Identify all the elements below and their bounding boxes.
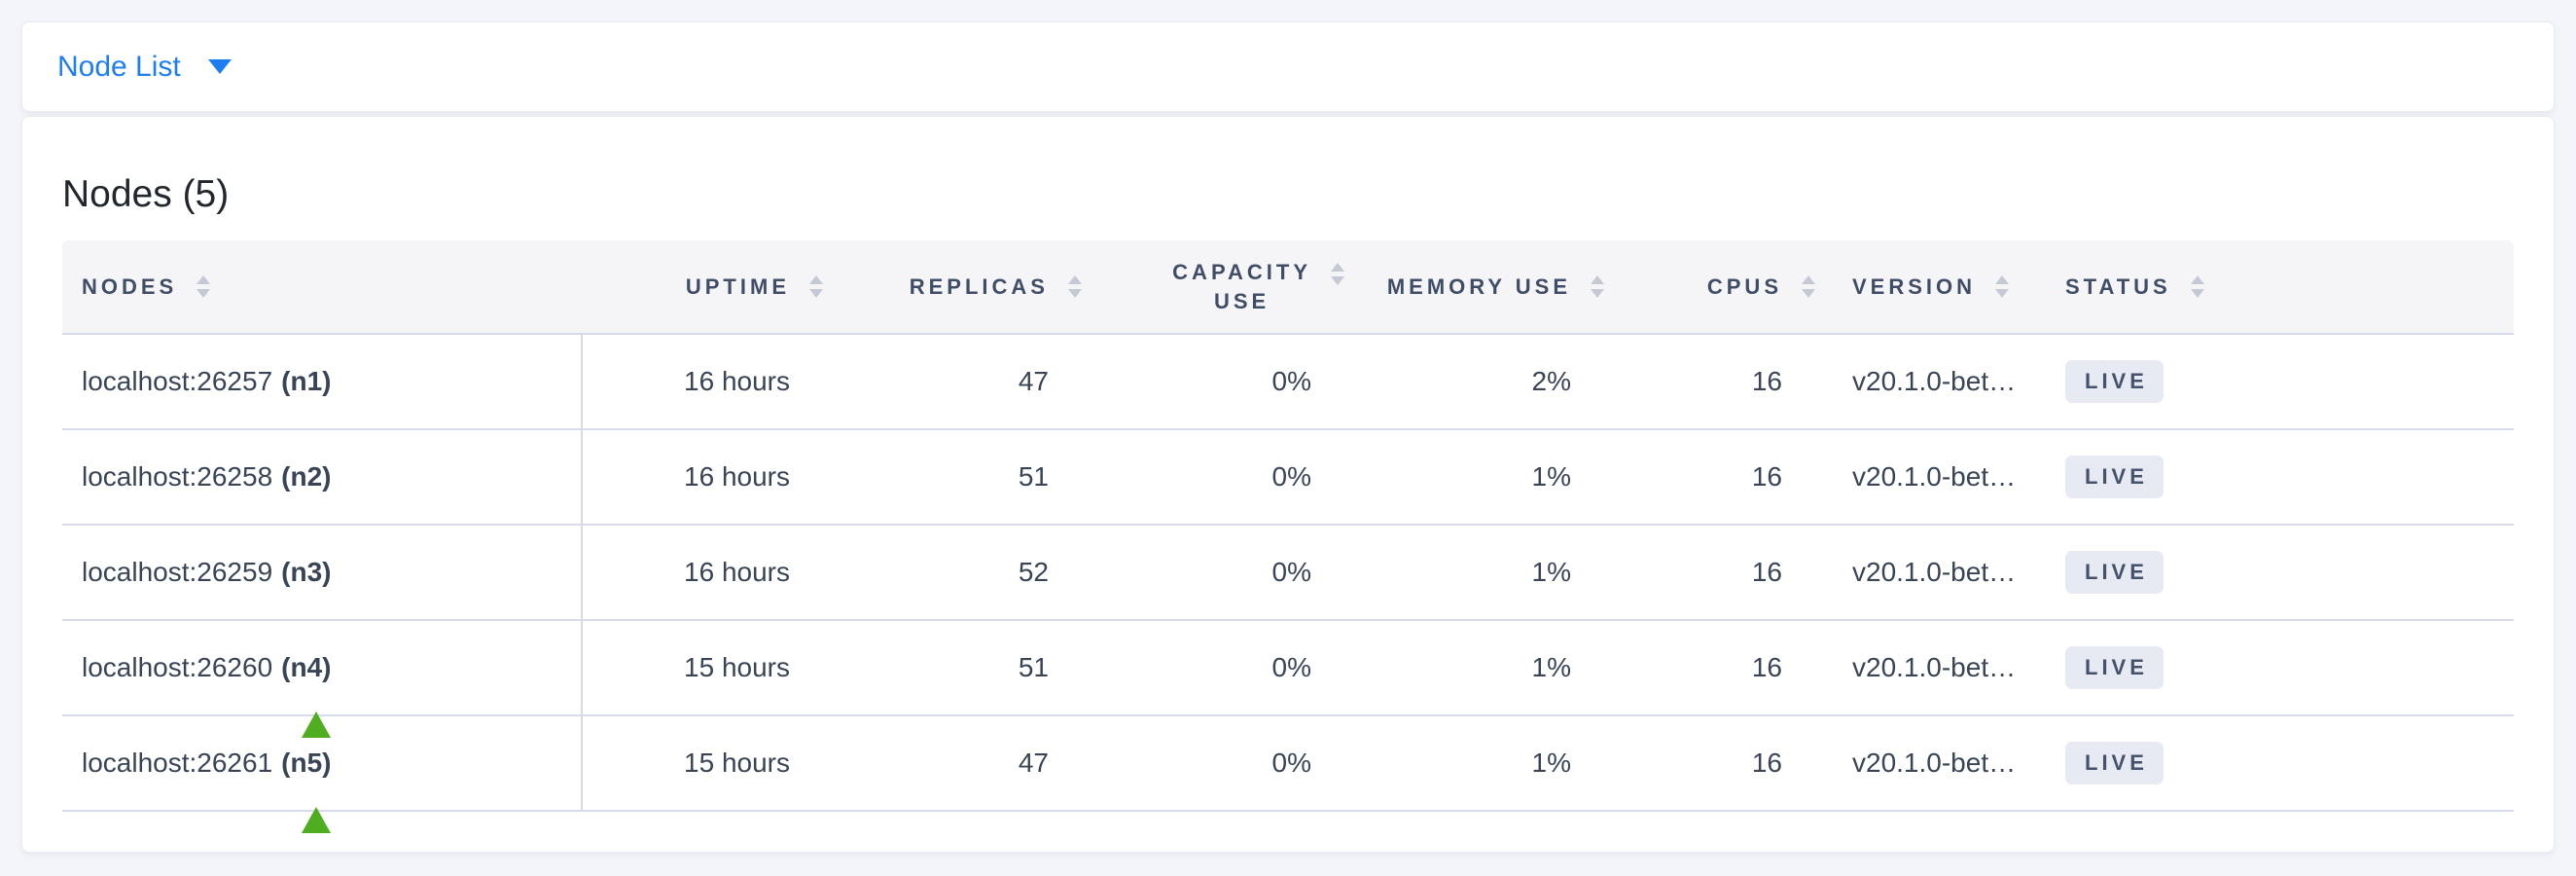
cell-node: localhost:26261 (n5) xyxy=(62,716,583,833)
annotation-arrow-up-icon xyxy=(302,777,331,866)
node-address: localhost:26261 xyxy=(82,748,273,778)
nodes-table: NODES UPTIME REPLICAS CAPACITY USE xyxy=(62,240,2514,833)
cell-node: localhost:26258 (n2) xyxy=(62,430,583,524)
node-address: localhost:26257 xyxy=(82,366,273,396)
cell-cpus: 16 xyxy=(1751,652,1782,682)
table-row: localhost:26260 (n4) 15 hours 51 0% 1% 1… xyxy=(62,621,2514,738)
chevron-down-icon xyxy=(207,59,232,74)
column-header-cpus[interactable]: CPUS xyxy=(1604,240,1815,333)
sort-icon xyxy=(1068,275,1082,298)
cell-uptime: 15 hours xyxy=(684,748,790,778)
view-selector-label: Node List xyxy=(57,50,181,83)
node-address: localhost:26258 xyxy=(82,461,273,492)
column-header-version[interactable]: VERSION xyxy=(1815,240,2065,333)
column-header-capacity-use[interactable]: CAPACITY USE xyxy=(1082,240,1344,333)
table-header-row: NODES UPTIME REPLICAS CAPACITY USE xyxy=(62,240,2514,335)
sort-icon xyxy=(1331,262,1344,285)
cell-replicas: 47 xyxy=(1018,366,1049,396)
cell-version: v20.1.0-bet… xyxy=(1852,748,2017,778)
view-selector-bar: Node List xyxy=(21,21,2555,112)
node-id: (n4) xyxy=(281,652,332,682)
cell-node: localhost:26259 (n3) xyxy=(62,526,583,619)
table-row: localhost:26261 (n5) 15 hours 47 0% 1% 1… xyxy=(62,716,2514,833)
cell-memory-use: 1% xyxy=(1531,557,1571,587)
status-badge: LIVE xyxy=(2065,646,2164,689)
cell-memory-use: 2% xyxy=(1531,366,1571,396)
node-address: localhost:26260 xyxy=(82,652,273,682)
view-selector-dropdown[interactable]: Node List xyxy=(57,50,232,83)
cell-node: localhost:26260 (n4) xyxy=(62,621,583,738)
column-header-memory-use[interactable]: MEMORY USE xyxy=(1344,240,1604,333)
cell-capacity-use: 0% xyxy=(1271,366,1311,396)
status-badge: LIVE xyxy=(2065,456,2164,498)
cell-uptime: 16 hours xyxy=(684,461,790,492)
node-address: localhost:26259 xyxy=(82,557,273,587)
column-label: VERSION xyxy=(1852,274,1977,299)
cell-replicas: 51 xyxy=(1018,652,1049,682)
cell-replicas: 51 xyxy=(1018,461,1049,492)
cell-replicas: 52 xyxy=(1018,557,1049,587)
cell-cpus: 16 xyxy=(1751,557,1782,587)
cell-version: v20.1.0-bet… xyxy=(1852,652,2017,682)
sort-icon xyxy=(1995,275,2010,298)
cell-uptime: 16 hours xyxy=(684,366,790,396)
cell-cpus: 16 xyxy=(1751,366,1782,396)
cell-capacity-use: 0% xyxy=(1271,748,1311,778)
sort-icon xyxy=(1802,275,1815,298)
cell-status: LIVE xyxy=(2065,716,2514,810)
cell-cpus: 16 xyxy=(1751,461,1782,492)
cell-version: v20.1.0-bet… xyxy=(1852,366,2017,396)
column-label: CAPACITY USE xyxy=(1172,259,1311,313)
status-badge: LIVE xyxy=(2065,742,2164,785)
cell-version: v20.1.0-bet… xyxy=(1852,557,2017,587)
cell-status: LIVE xyxy=(2065,335,2514,428)
column-header-replicas[interactable]: REPLICAS xyxy=(823,240,1082,333)
cell-capacity-use: 0% xyxy=(1271,461,1311,492)
cell-memory-use: 1% xyxy=(1531,461,1571,492)
table-row: localhost:26259 (n3) 16 hours 52 0% 1% 1… xyxy=(62,526,2514,621)
cell-uptime: 16 hours xyxy=(684,557,790,587)
status-badge: LIVE xyxy=(2065,551,2164,594)
column-header-uptime[interactable]: UPTIME xyxy=(583,240,823,333)
column-label: MEMORY USE xyxy=(1386,274,1571,299)
cell-status: LIVE xyxy=(2065,430,2514,524)
column-label: CPUS xyxy=(1706,274,1782,299)
sort-icon xyxy=(2190,275,2204,298)
table-row: localhost:26257 (n1) 16 hours 47 0% 2% 1… xyxy=(62,335,2514,430)
column-label: REPLICAS xyxy=(909,274,1049,299)
node-id: (n2) xyxy=(281,461,332,492)
cell-memory-use: 1% xyxy=(1531,652,1571,682)
column-header-nodes[interactable]: NODES xyxy=(62,240,583,333)
cell-capacity-use: 0% xyxy=(1271,557,1311,587)
column-header-status[interactable]: STATUS xyxy=(2065,240,2514,333)
column-label: NODES xyxy=(82,274,178,299)
sort-icon xyxy=(809,275,823,298)
cell-capacity-use: 0% xyxy=(1271,652,1311,682)
page-title: Nodes (5) xyxy=(62,173,230,215)
cell-cpus: 16 xyxy=(1751,748,1782,778)
cell-node: localhost:26257 (n1) xyxy=(62,335,583,428)
node-id: (n3) xyxy=(281,557,332,587)
cell-status: LIVE xyxy=(2065,526,2514,619)
sort-icon xyxy=(1591,275,1604,298)
node-id: (n5) xyxy=(281,748,332,778)
column-label: UPTIME xyxy=(685,274,790,299)
column-label-stack: CAPACITY USE xyxy=(1172,258,1344,316)
cell-uptime: 15 hours xyxy=(684,652,790,682)
status-badge: LIVE xyxy=(2065,360,2164,403)
node-id: (n1) xyxy=(281,366,332,396)
column-label: STATUS xyxy=(2065,274,2171,299)
cell-replicas: 47 xyxy=(1018,748,1049,778)
cell-status: LIVE xyxy=(2065,621,2514,714)
table-row: localhost:26258 (n2) 16 hours 51 0% 1% 1… xyxy=(62,430,2514,526)
cell-memory-use: 1% xyxy=(1531,748,1571,778)
nodes-panel: Nodes (5) NODES UPTIME REPLICAS xyxy=(21,116,2555,853)
cell-version: v20.1.0-bet… xyxy=(1852,461,2017,492)
sort-icon xyxy=(197,275,211,298)
